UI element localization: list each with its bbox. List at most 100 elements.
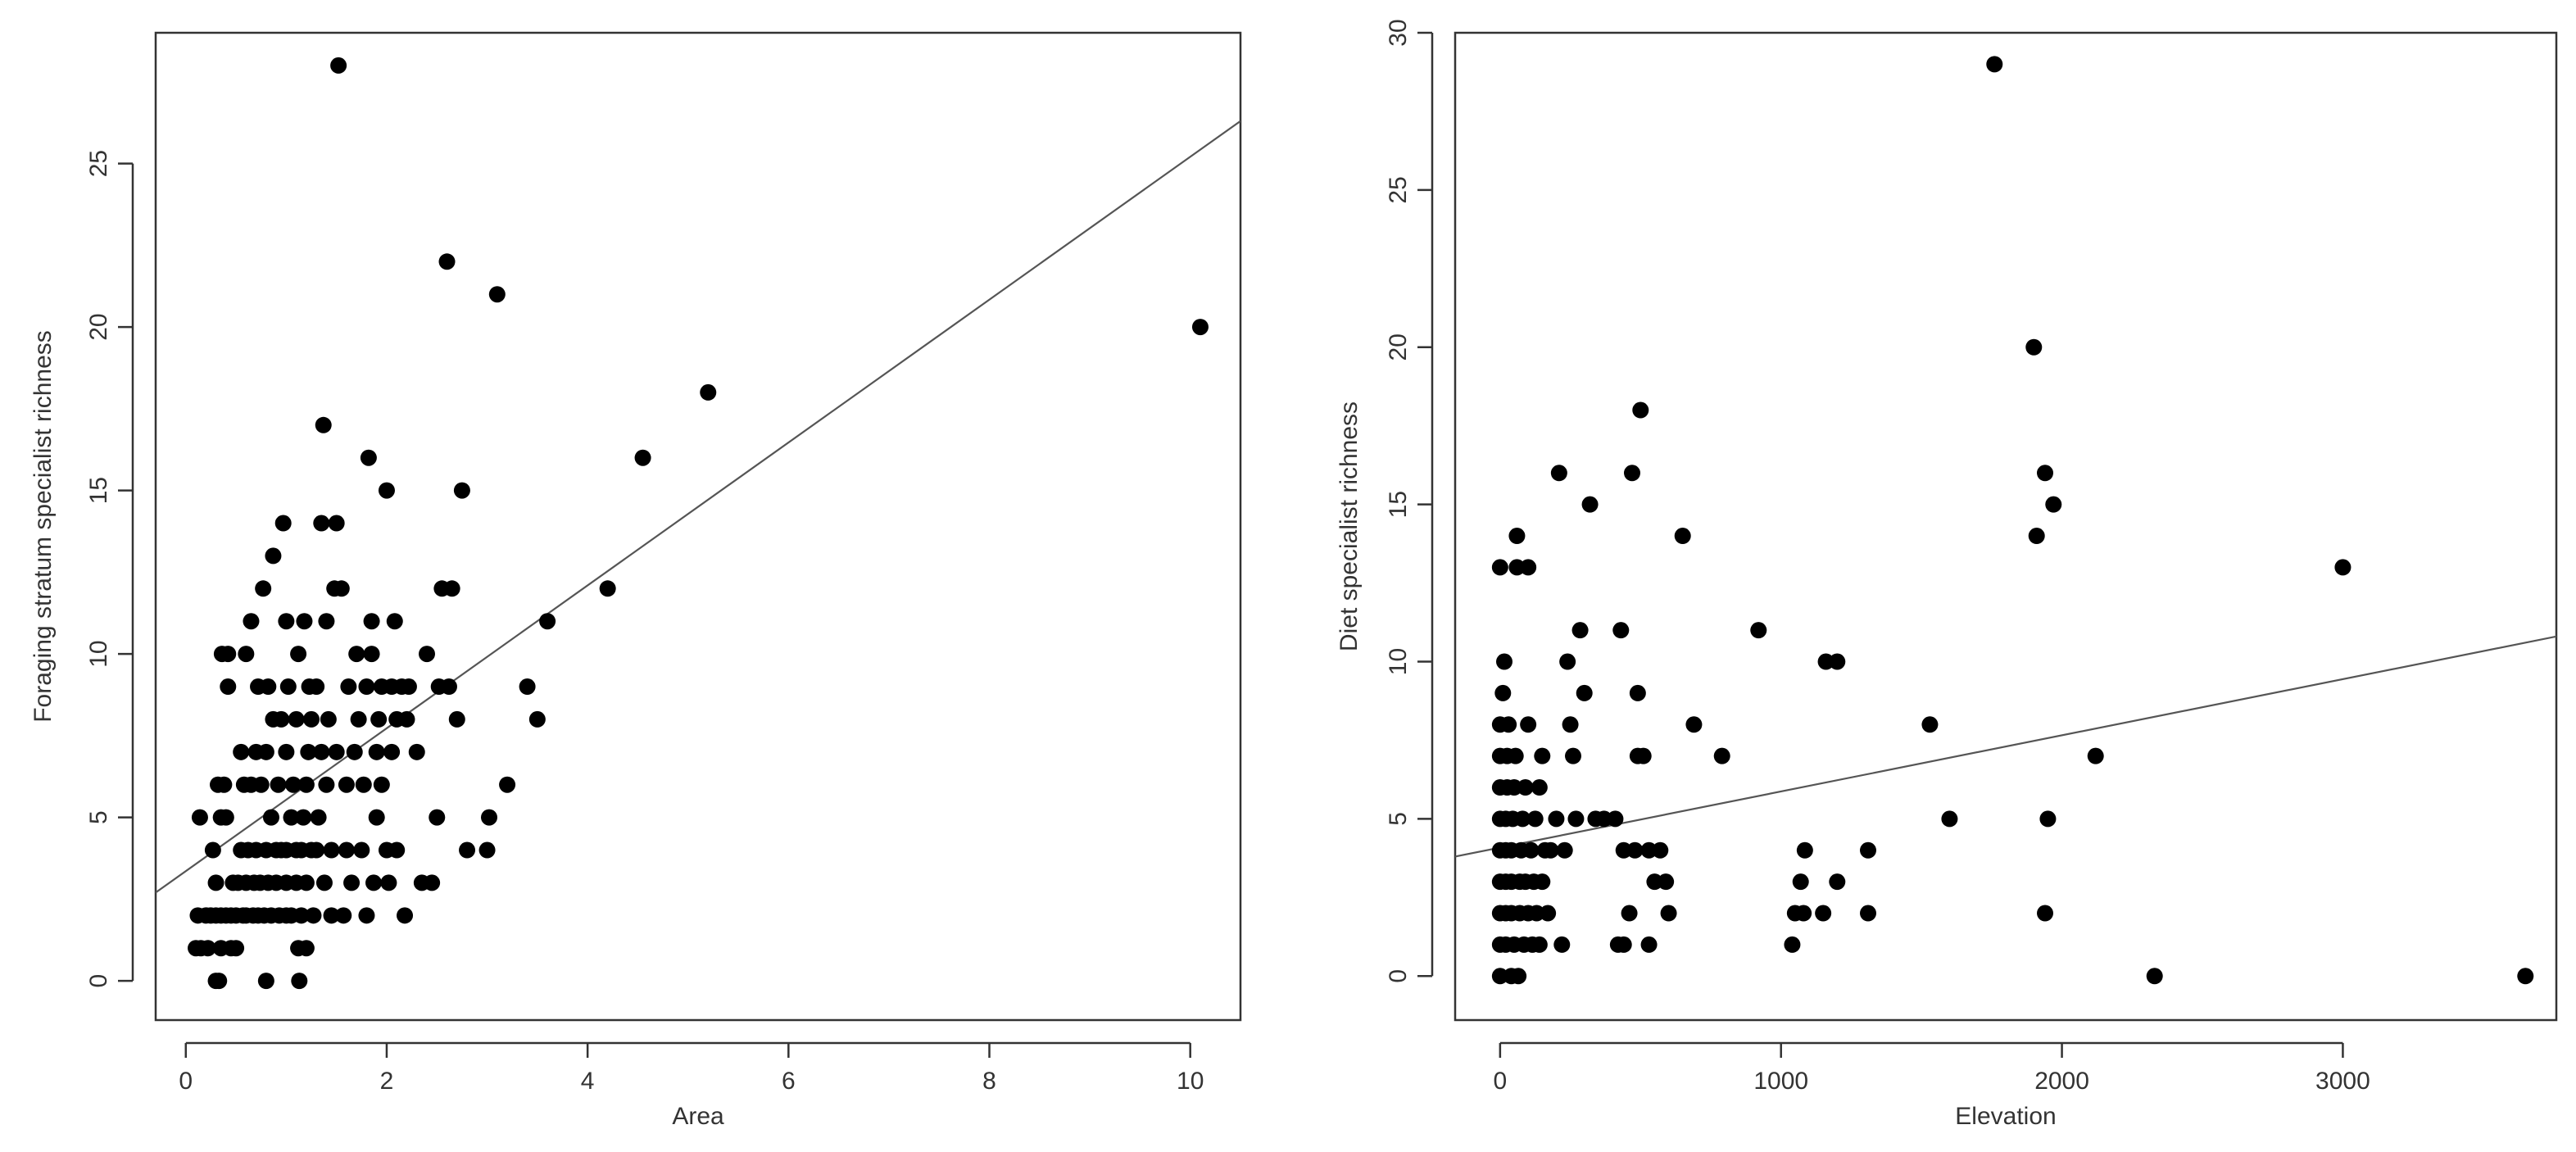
left-data-point — [296, 613, 313, 630]
left-data-point — [380, 874, 397, 891]
right-data-point — [1646, 873, 1663, 891]
left-data-point — [228, 940, 245, 957]
left-data-point — [448, 710, 465, 728]
left-data-point — [634, 449, 651, 466]
right-y-tick-label: 5 — [1385, 812, 1412, 826]
right-data-point — [1635, 747, 1652, 764]
left-data-point — [273, 710, 290, 728]
left-x-tick-label: 8 — [982, 1068, 996, 1095]
left-data-point — [408, 743, 425, 760]
left-data-point — [386, 613, 403, 630]
left-x-tick-label: 4 — [581, 1068, 595, 1095]
left-data-point — [297, 874, 315, 891]
right-data-point — [1496, 653, 1512, 670]
right-data-point — [1612, 622, 1630, 639]
left-data-point — [217, 809, 234, 826]
left-data-point — [348, 646, 365, 663]
left-y-axis-title: Foraging stratum specialist richness — [29, 330, 57, 723]
left-data-point — [346, 743, 363, 760]
left-data-point — [481, 809, 498, 826]
right-data-point — [1640, 936, 1658, 953]
right-data-point — [1713, 747, 1730, 764]
left-data-point — [255, 580, 272, 597]
left-data-point — [291, 973, 308, 990]
left-data-point — [368, 743, 385, 760]
right-data-point — [2087, 747, 2104, 764]
right-data-point — [1576, 684, 1593, 701]
left-data-point — [358, 907, 375, 924]
left-data-point — [220, 646, 237, 663]
left-data-point — [293, 907, 310, 924]
right-data-point — [1860, 905, 1876, 922]
right-data-point — [2146, 968, 2163, 985]
right-data-point — [1542, 841, 1559, 859]
right-data-point — [1517, 779, 1534, 796]
right-x-tick-label: 3000 — [2315, 1068, 2370, 1095]
right-data-point — [1685, 716, 1703, 733]
left-data-point — [265, 547, 282, 565]
right-data-point — [1660, 905, 1677, 922]
left-data-point — [478, 841, 496, 859]
right-data-point — [1829, 653, 1846, 670]
right-data-point — [1556, 841, 1573, 859]
right-data-point — [1750, 622, 1767, 639]
right-x-axis-title: Elevation — [1955, 1103, 2056, 1130]
left-data-point — [303, 710, 320, 728]
right-y-axis-title: Diet specialist richness — [1336, 401, 1363, 651]
right-y-tick-label: 15 — [1385, 491, 1412, 518]
left-data-point — [378, 482, 395, 499]
left-data-point — [305, 907, 322, 924]
left-data-point — [355, 776, 372, 793]
right-data-point — [1624, 465, 1640, 482]
left-data-point — [459, 841, 476, 859]
left-data-point — [204, 841, 221, 859]
left-data-point — [365, 874, 383, 891]
right-data-point — [1494, 684, 1512, 701]
left-data-point — [353, 841, 370, 859]
left-data-point — [1191, 319, 1209, 336]
left-data-point — [318, 613, 335, 630]
right-x-tick-label: 0 — [1494, 1068, 1508, 1095]
right-data-point — [1500, 716, 1517, 733]
left-data-point — [279, 678, 297, 696]
left-data-point — [519, 678, 536, 696]
right-data-point — [2045, 496, 2062, 513]
right-data-point — [1520, 559, 1537, 576]
left-data-point — [358, 678, 375, 696]
right-data-point — [1514, 810, 1531, 828]
right-regression-line — [1455, 635, 2556, 858]
right-data-point — [1860, 841, 1876, 859]
right-plot-frame — [1454, 31, 2558, 1022]
left-data-point — [700, 383, 717, 401]
left-data-point — [278, 743, 295, 760]
left-data-point — [308, 841, 325, 859]
left-data-point — [191, 809, 208, 826]
left-data-point — [397, 907, 414, 924]
right-data-point — [1540, 905, 1557, 922]
left-data-point — [383, 743, 401, 760]
left-data-point — [599, 580, 616, 597]
left-x-axis-title: Area — [672, 1103, 724, 1130]
right-data-point — [1615, 841, 1632, 859]
right-data-point — [2039, 810, 2057, 828]
right-data-point — [2025, 338, 2043, 356]
right-data-point — [1553, 936, 1571, 953]
right-data-point — [1632, 401, 1649, 419]
right-y-tick-label: 30 — [1385, 19, 1412, 46]
right-data-point — [1491, 559, 1508, 576]
left-data-point — [338, 776, 355, 793]
left-data-point — [488, 286, 506, 303]
left-data-point — [308, 678, 325, 696]
left-y-tick-label: 25 — [85, 150, 112, 177]
right-data-point — [1534, 747, 1551, 764]
left-data-point — [424, 874, 441, 891]
right-data-point — [1534, 873, 1551, 891]
right-data-point — [1581, 496, 1599, 513]
right-data-point — [2037, 905, 2053, 922]
left-x-tick-label: 10 — [1177, 1068, 1204, 1095]
left-data-point — [333, 580, 350, 597]
left-data-point — [340, 678, 357, 696]
left-data-point — [243, 613, 260, 630]
right-data-point — [1815, 905, 1832, 922]
